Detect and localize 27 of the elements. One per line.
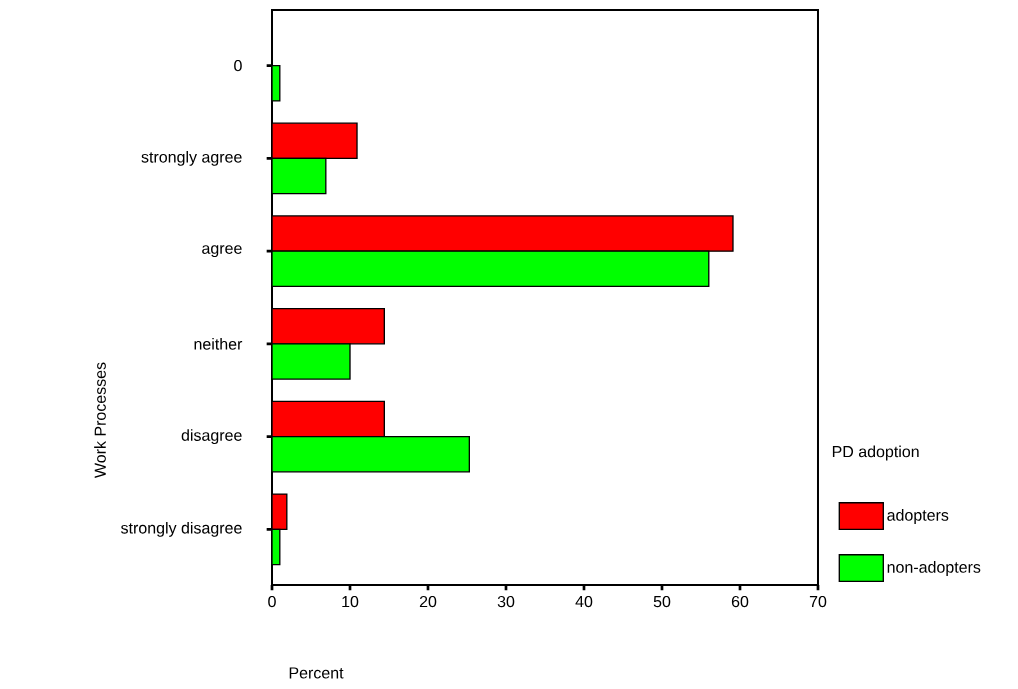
legend-title: PD adoption: [832, 445, 919, 461]
y-axis-title: Work Processes: [94, 362, 106, 479]
y-tick-label: agree: [202, 245, 242, 258]
bar: [272, 157, 327, 195]
x-tick-label: 60: [731, 595, 749, 608]
y-tick-label: strongly disagree: [121, 521, 242, 537]
x-tick-label: 0: [268, 595, 276, 608]
y-tick-label: 0: [234, 59, 242, 72]
legend-label: non-adopters: [887, 561, 981, 576]
bar: [272, 215, 734, 252]
x-tick-label: 70: [809, 595, 827, 608]
x-tick-label: 20: [419, 595, 437, 608]
x-tick-label: 10: [342, 595, 359, 608]
legend-label: adopters: [887, 509, 949, 524]
bar: [272, 435, 471, 473]
y-tick-label: disagree: [181, 429, 242, 445]
y-tick-label: strongly agree: [141, 150, 242, 166]
y-tick-label: neither: [194, 338, 243, 350]
bar: [272, 122, 358, 160]
bar: [272, 400, 385, 438]
x-axis-title: Percent: [289, 667, 344, 679]
bar: [272, 307, 385, 345]
bar: [272, 250, 710, 288]
x-tick-label: 50: [653, 595, 671, 608]
bar: [272, 343, 351, 380]
x-tick-label: 30: [497, 595, 515, 608]
x-tick-label: 40: [575, 595, 593, 608]
